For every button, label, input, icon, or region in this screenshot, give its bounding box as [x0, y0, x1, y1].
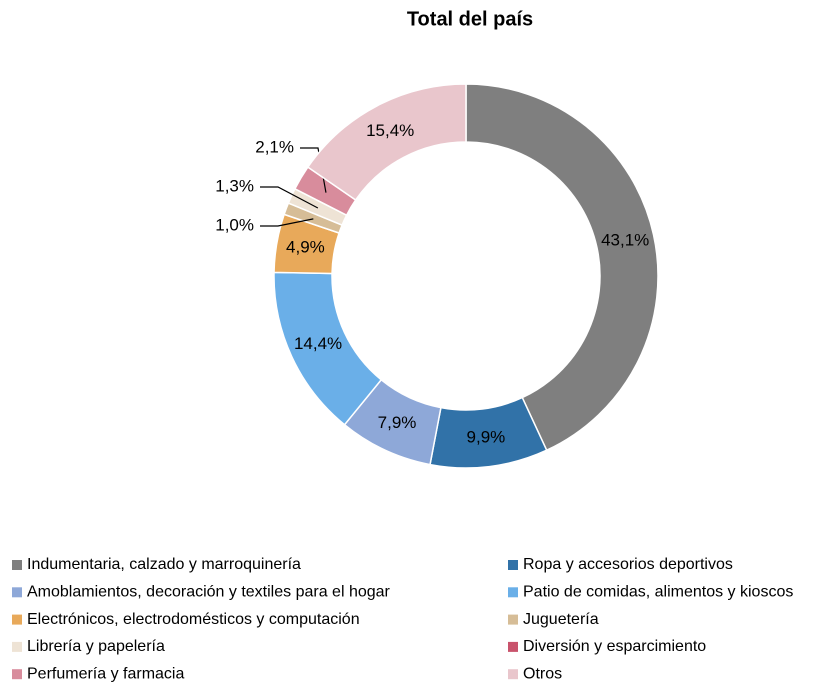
legend-swatch — [508, 669, 518, 680]
legend-swatch — [508, 587, 518, 598]
leader-line — [260, 218, 314, 227]
legend-label: Amoblamientos, decoración y textiles par… — [27, 584, 391, 601]
legend-label: Electrónicos, electrodomésticos y comput… — [27, 611, 360, 628]
legend-label: Indumentaria, calzado y marroquinería — [27, 556, 301, 573]
data-label: 14,4% — [294, 334, 342, 353]
leader-line — [260, 186, 319, 209]
legend-label: Librería y papelería — [27, 638, 165, 655]
legend-swatch — [12, 614, 22, 625]
data-label: 9,9% — [467, 427, 506, 446]
chart-title: Total del país — [407, 8, 533, 30]
data-label: 7,9% — [378, 413, 417, 432]
data-label: 1,0% — [215, 215, 254, 234]
legend-label: Patio de comidas, alimentos y kioscos — [523, 584, 793, 601]
legend-swatch — [12, 560, 22, 570]
legend-swatch — [508, 560, 518, 570]
slice — [465, 83, 659, 452]
legend-swatch — [12, 587, 22, 598]
legend-label: Ropa y accesorios deportivos — [523, 556, 733, 573]
data-label: 2,1% — [255, 137, 294, 156]
data-label: 4,9% — [286, 237, 325, 256]
legend-label: Juguetería — [523, 611, 599, 628]
legend-label: Otros — [523, 665, 562, 682]
legend-label: Diversión y esparcimiento — [523, 638, 706, 655]
legend-swatch — [12, 641, 22, 652]
legend-swatch — [12, 669, 22, 680]
legend-swatch — [508, 641, 518, 652]
legend-swatch — [508, 614, 518, 625]
slice — [306, 83, 467, 202]
data-label: 1,3% — [215, 176, 254, 195]
data-label: 15,4% — [366, 121, 414, 140]
legend-label: Perfumería y farmacia — [27, 665, 184, 682]
data-label: 43,1% — [601, 230, 649, 249]
